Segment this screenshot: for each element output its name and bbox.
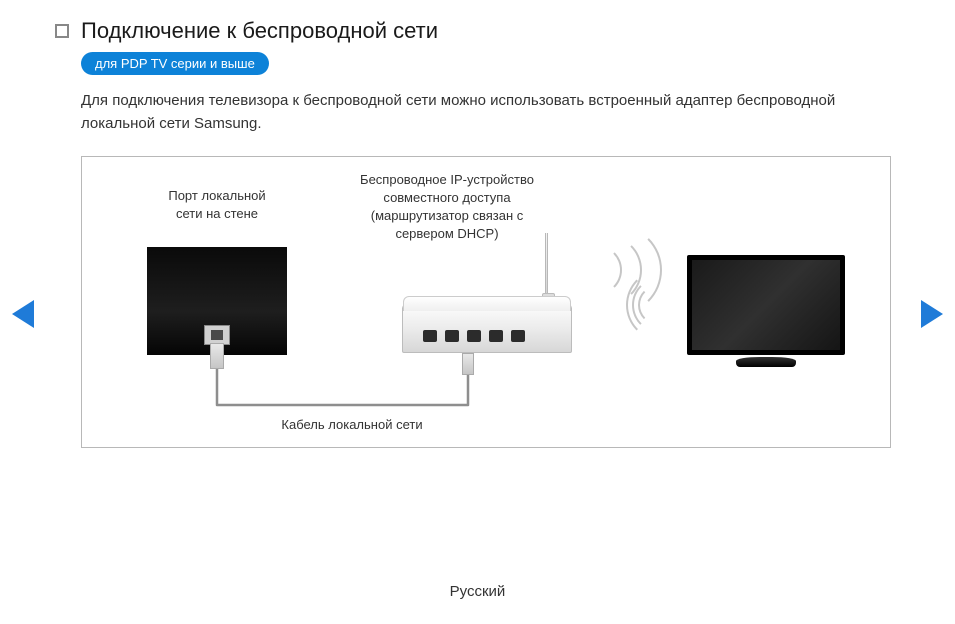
title-row: Подключение к беспроводной сети (55, 18, 885, 44)
cable-label: Кабель локальной сети (262, 416, 442, 434)
antenna-icon (545, 233, 548, 303)
router-label: Беспроводное IP-устройствосовместного до… (337, 171, 557, 244)
language-label: Русский (0, 583, 955, 600)
cable-plug-right-icon (462, 353, 474, 375)
router-body (402, 303, 572, 353)
wall-port-label: Порт локальнойсети на стене (152, 187, 282, 223)
description-text: Для подключения телевизора к беспроводно… (81, 89, 861, 136)
lan-jack-icon (204, 325, 230, 345)
wall-port-icon (147, 247, 287, 355)
router-icon (402, 285, 577, 357)
prev-page-button[interactable] (12, 300, 34, 328)
model-badge: для PDP TV серии и выше (81, 52, 269, 75)
next-page-button[interactable] (921, 300, 943, 328)
page-title: Подключение к беспроводной сети (81, 18, 438, 44)
router-ports (423, 330, 525, 342)
tv-icon (687, 255, 845, 365)
network-diagram: Порт локальнойсети на стене Беспроводное… (81, 156, 891, 448)
bullet-icon (55, 24, 69, 38)
cable-plug-left-icon (210, 343, 224, 369)
